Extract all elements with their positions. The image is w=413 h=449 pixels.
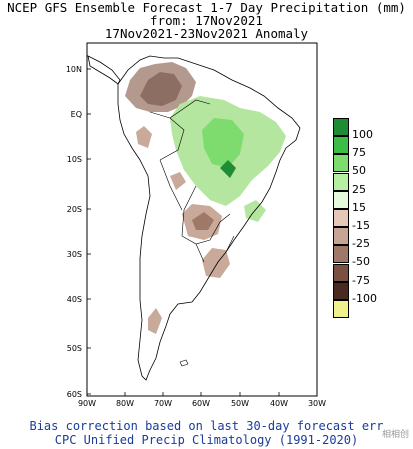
dry-anomaly-peru xyxy=(136,126,152,148)
lat-label: EQ xyxy=(71,110,82,119)
legend-label: 25 xyxy=(352,182,366,196)
wet-anomaly-areas xyxy=(170,96,286,222)
legend-label: -15 xyxy=(352,219,370,232)
legend-label: -25 xyxy=(352,237,370,251)
lon-label: 60W xyxy=(192,399,210,408)
legend-swatch xyxy=(333,263,349,282)
lat-label: 10N xyxy=(66,65,82,74)
legend-swatch xyxy=(333,118,349,136)
legend-label: 75 xyxy=(352,146,366,160)
dry-anomaly-colombia-core xyxy=(140,72,182,106)
central-america-coastline xyxy=(87,55,121,85)
lon-label: 50W xyxy=(231,399,249,408)
lon-label: 90W xyxy=(78,399,96,408)
country-borders xyxy=(149,99,235,263)
legend-label: 100 xyxy=(352,128,373,141)
lon-label: 80W xyxy=(116,399,134,408)
dry-anomaly-patagonia xyxy=(148,308,162,334)
lat-label: 20S xyxy=(67,205,82,214)
lon-label: 70W xyxy=(154,399,172,408)
footer-line-1: Bias correction based on last 30-day for… xyxy=(29,419,384,433)
lat-label: 60S xyxy=(67,390,82,399)
legend-swatch xyxy=(333,154,349,173)
legend-swatch xyxy=(333,136,349,155)
dry-anomaly-areas xyxy=(125,62,230,334)
south-america-coastline xyxy=(117,55,301,381)
wet-anomaly-amazon-core xyxy=(202,118,244,168)
legend-swatch xyxy=(333,245,349,264)
lat-label: 10S xyxy=(67,155,82,164)
dry-anomaly-bolivia-core xyxy=(192,212,214,230)
legend-swatch xyxy=(333,209,349,227)
legend-label: -75 xyxy=(352,273,370,287)
legend-swatch xyxy=(333,300,349,318)
legend-label: -50 xyxy=(352,255,370,269)
watermark: 相相创 xyxy=(381,430,409,440)
legend-swatch xyxy=(333,281,349,300)
falkland-islands xyxy=(179,359,189,367)
lon-label: 30W xyxy=(308,399,326,408)
dry-anomaly-brazil-south xyxy=(170,172,186,190)
legend-swatch xyxy=(333,172,349,191)
title-line-3: 17Nov2021-23Nov2021 Anomaly xyxy=(104,26,309,41)
lat-label: 30S xyxy=(67,250,82,259)
legend-swatch xyxy=(333,190,349,209)
grid-lines xyxy=(86,68,318,396)
lat-label: 40S xyxy=(67,295,82,304)
legend-label: -100 xyxy=(352,291,377,305)
legend-label: 15 xyxy=(352,200,366,214)
title-line-1: NCEP GFS Ensemble Forecast 1-7 Day Preci… xyxy=(7,0,406,15)
title-line-2: from: 17Nov2021 xyxy=(150,13,263,28)
wet-anomaly-center-peak xyxy=(220,160,236,178)
lat-label: 50S xyxy=(67,344,82,353)
legend-label: 50 xyxy=(352,164,366,178)
lon-label: 40W xyxy=(270,399,288,408)
footer-line-2: CPC Unified Precip Climatology (1991-202… xyxy=(54,433,359,447)
legend-swatch xyxy=(333,227,349,246)
